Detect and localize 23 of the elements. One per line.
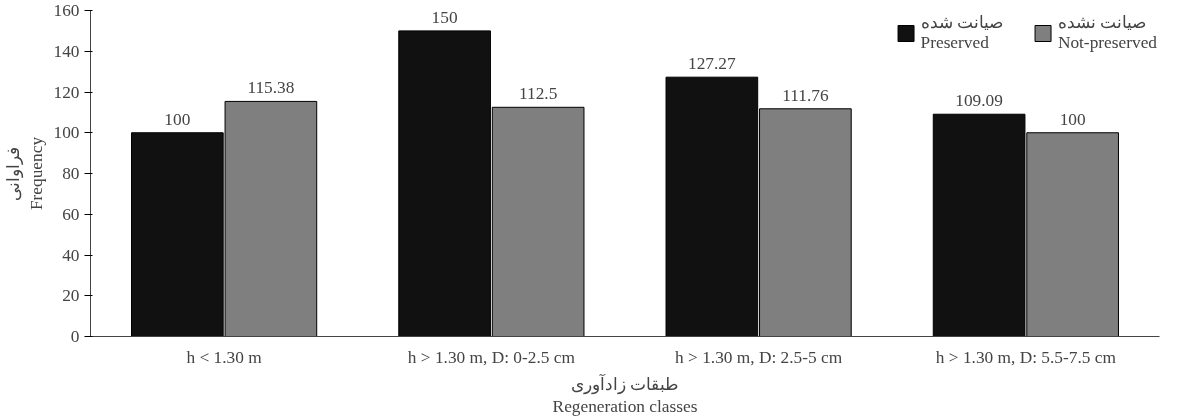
data-label: 127.27 [688,54,737,74]
x-tick-label: h > 1.30 m, D: 2.5-5 cm [675,347,843,367]
legend-label: صیانت نشده Not-preserved [1057,12,1157,53]
x-tick-label: h > 1.30 m, D: 5.5-7.5 cm [935,347,1117,367]
data-label: 100 [1059,109,1086,129]
data-label: 109.09 [955,91,1003,111]
y-tick-label: 80 [62,164,80,183]
y-tick-label: 100 [53,123,80,143]
y-tick-label: 120 [53,82,80,102]
data-label: 112.5 [518,84,558,104]
legend-label: صیانت شده Preserved [920,12,1003,53]
y-tick-label: 0 [70,327,80,346]
y-tick-label: 140 [53,41,80,61]
x-tick-label: h > 1.30 m, D: 0-2.5 cm [407,347,576,367]
data-label: 115.38 [247,78,295,98]
y-tick-label: 160 [53,1,80,20]
y-tick-label: 40 [62,245,80,265]
data-label: 150 [431,7,458,27]
y-tick-label: 20 [62,286,80,306]
x-tick-label: h < 1.30 m [186,347,263,367]
data-label: 100 [164,109,191,129]
data-label: 111.76 [782,85,829,105]
y-tick-label: 60 [62,204,80,224]
